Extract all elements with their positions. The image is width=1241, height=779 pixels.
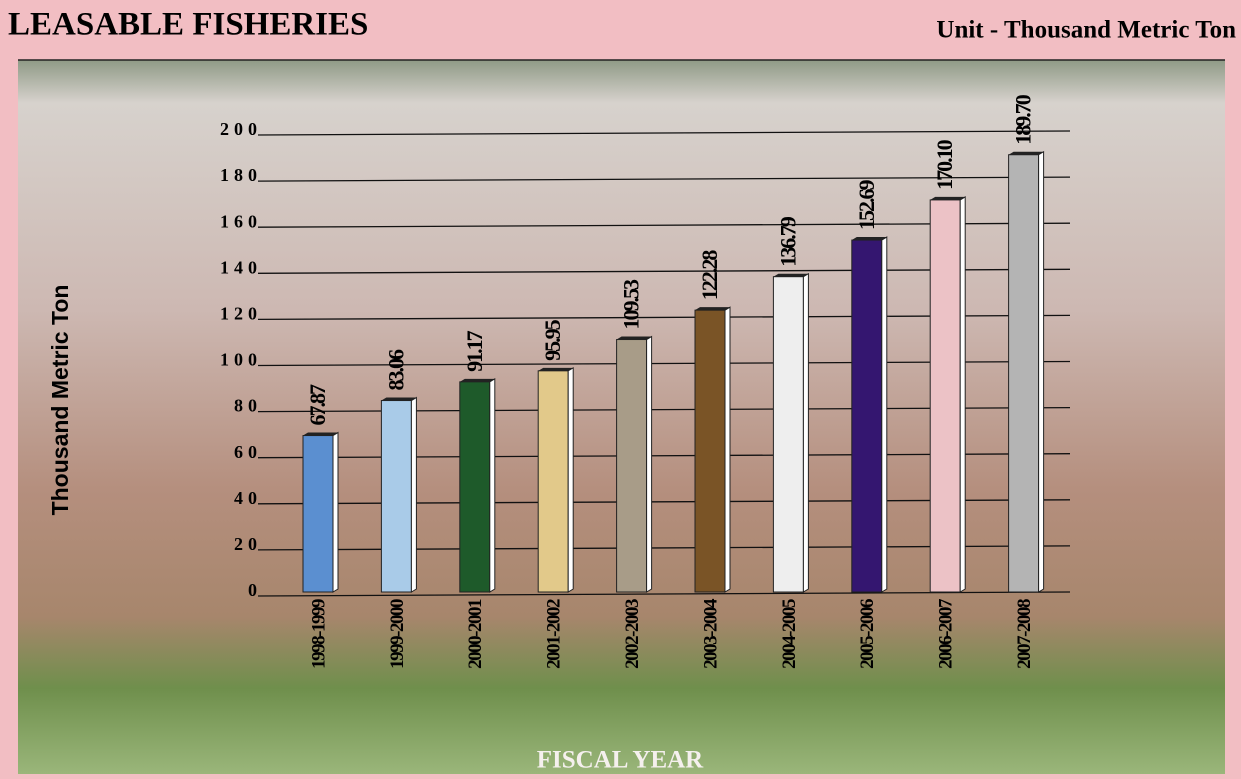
- chart-title: LEASABLE FISHERIES: [8, 7, 368, 43]
- bar-side: [410, 396, 417, 593]
- bar-side: [489, 377, 496, 593]
- grid-line: [257, 591, 1071, 597]
- bar-top: [851, 237, 887, 241]
- bar-side: [802, 272, 809, 593]
- value-label: 83.06: [383, 349, 408, 391]
- bar: [1008, 154, 1040, 593]
- x-tick-label: 1999-2000: [387, 599, 408, 669]
- y-tick-label: 200: [220, 119, 262, 139]
- x-tick-label: 1998-1999: [308, 599, 329, 669]
- x-tick-label: 2005-2006: [857, 599, 878, 669]
- x-tick-label: 2000-2001: [465, 599, 486, 669]
- bar-top: [616, 336, 652, 340]
- x-axis-label: FISCAL YEAR: [537, 747, 704, 774]
- bar-top: [459, 378, 495, 382]
- bar-top: [1008, 151, 1044, 155]
- grid-line: [257, 130, 1071, 136]
- bar: [851, 239, 883, 593]
- bar: [380, 400, 412, 593]
- grid-line: [257, 176, 1071, 182]
- value-label: 109.53: [619, 279, 644, 330]
- bar-side: [959, 196, 966, 593]
- x-tick-label: 2007-2008: [1014, 599, 1035, 669]
- bar: [929, 199, 961, 593]
- bar: [694, 309, 726, 593]
- value-label: 95.95: [540, 319, 565, 361]
- bar-top: [303, 432, 338, 436]
- y-tick-label: 120: [220, 304, 262, 324]
- y-tick-label: 20: [234, 534, 262, 554]
- y-axis-label: Thousand Metric Ton: [47, 285, 73, 516]
- bar: [302, 435, 334, 593]
- value-label: 136.79: [775, 216, 800, 267]
- value-label: 189.70: [1011, 94, 1036, 145]
- bar-side: [724, 306, 731, 593]
- unit-label: Unit - Thousand Metric Ton: [936, 17, 1236, 44]
- value-label: 170.10: [932, 139, 957, 190]
- x-tick-label: 2001-2002: [544, 599, 565, 669]
- bar-side: [646, 335, 653, 593]
- bar-side: [567, 366, 574, 593]
- x-tick-label: 2004-2005: [779, 599, 800, 669]
- value-label: 67.87: [305, 384, 330, 426]
- x-tick-label: 2002-2003: [622, 599, 643, 669]
- bar-top: [695, 307, 730, 311]
- bar-top: [930, 196, 966, 200]
- bar-top: [773, 273, 809, 277]
- x-tick-label: 2006-2007: [936, 598, 957, 669]
- bar: [537, 370, 569, 593]
- y-tick-label: 0: [248, 580, 262, 600]
- y-tick-label: 40: [234, 488, 262, 508]
- bar-side: [332, 431, 339, 593]
- value-label: 91.17: [462, 330, 487, 372]
- y-tick-label: 180: [220, 165, 262, 185]
- bar: [616, 339, 648, 593]
- bar-top: [381, 397, 417, 401]
- value-label: 152.69: [854, 180, 879, 231]
- bar: [459, 381, 491, 593]
- bar-side: [1038, 150, 1045, 593]
- bar-top: [538, 367, 574, 371]
- y-tick-label: 140: [220, 257, 262, 277]
- y-tick-label: 80: [234, 396, 262, 416]
- y-tick-label: 100: [220, 350, 262, 370]
- bar: [772, 276, 804, 593]
- value-label: 122.28: [697, 250, 722, 301]
- y-tick-label: 160: [220, 211, 262, 231]
- y-tick-label: 60: [234, 442, 262, 462]
- bar-side: [881, 236, 888, 593]
- x-tick-label: 2003-2004: [700, 598, 721, 669]
